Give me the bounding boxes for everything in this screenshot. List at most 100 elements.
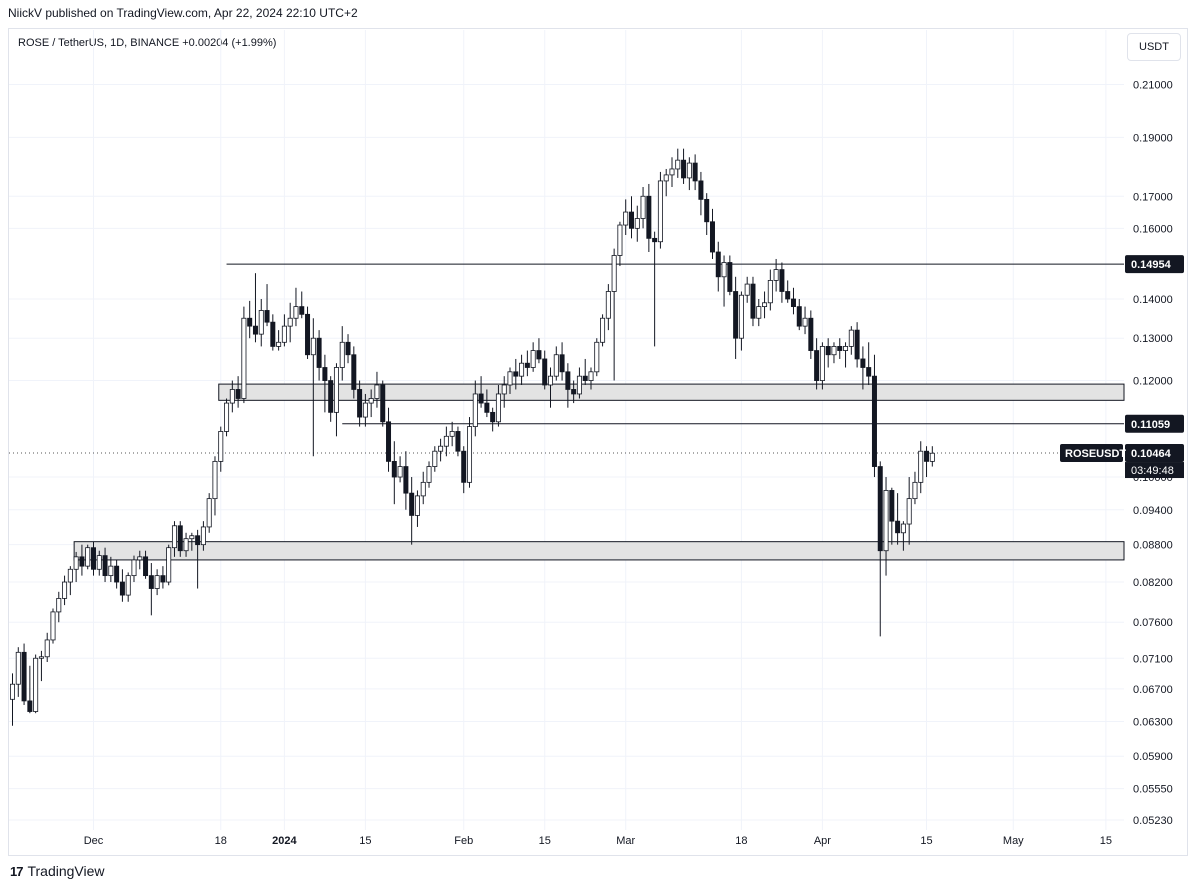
candle-body (727, 262, 733, 292)
candle-body (241, 317, 247, 399)
candle-body (15, 651, 21, 685)
candle-body (119, 581, 125, 596)
candle-body (652, 237, 658, 243)
candle-body (548, 375, 554, 386)
candle-body (154, 575, 160, 589)
publisher-caption: NiickV published on TradingView.com, Apr… (8, 6, 358, 20)
candle-body (316, 337, 322, 368)
candle-body (767, 280, 773, 304)
y-tick-label: 0.05900 (1133, 751, 1173, 763)
price-label-box (1125, 444, 1184, 463)
candle-body (50, 611, 56, 641)
candle-body (681, 159, 687, 179)
y-tick-label: 0.05550 (1133, 784, 1173, 796)
x-tick-label: Feb (454, 835, 473, 847)
candle-body (38, 656, 44, 659)
candle-body (895, 520, 901, 534)
candle-body (299, 306, 305, 315)
candle-body (386, 421, 392, 462)
candle-body (85, 547, 91, 567)
candle-body (605, 291, 611, 319)
candle-body (131, 559, 137, 577)
candle-body (414, 495, 420, 516)
candle-body (704, 198, 710, 223)
x-tick-label: 18 (215, 835, 227, 847)
candle-body (738, 294, 744, 339)
candle-body (62, 581, 68, 599)
candle-body (368, 398, 374, 404)
candle-body (333, 367, 339, 413)
candle-body (854, 329, 860, 360)
candle-body (750, 283, 756, 319)
x-tick-label: 15 (359, 835, 371, 847)
y-tick-label: 0.06300 (1133, 717, 1173, 729)
candle-body (640, 195, 646, 219)
candle-body (345, 341, 351, 356)
candle-body (912, 481, 918, 500)
support-resistance-zones (73, 383, 1125, 561)
candle-body (542, 358, 548, 386)
candle-body (785, 291, 791, 300)
y-tick-label: 0.12000 (1133, 376, 1173, 388)
candle-body (669, 168, 675, 176)
candle-body (160, 575, 166, 583)
candle-body (889, 490, 895, 522)
candle-body (293, 306, 299, 319)
candle-body (114, 565, 120, 583)
candle-body (79, 556, 85, 567)
candle-body (351, 354, 357, 390)
candle-body (576, 375, 582, 395)
candles (9, 148, 935, 726)
candle-body (252, 325, 258, 335)
candle-body (808, 317, 814, 351)
candle-body (918, 450, 924, 483)
x-tick-label: 2024 (272, 835, 297, 847)
candle-body (362, 402, 368, 418)
candle-body (721, 262, 727, 278)
y-tick-label: 0.08200 (1133, 577, 1173, 589)
candle-body (559, 354, 565, 373)
brand-name: TradingView (27, 863, 105, 879)
candle-body (229, 389, 235, 404)
y-tick-label: 0.16000 (1133, 223, 1173, 235)
candle-body (137, 556, 143, 561)
price-axis[interactable]: 0.21000 0.19000 0.17000 0.16000 0.14000 0.130… (1133, 79, 1173, 827)
candle-body (634, 218, 640, 229)
candle-body (200, 526, 206, 546)
x-tick-label: May (1003, 835, 1024, 847)
candle-body (536, 350, 542, 360)
candle-body (530, 350, 536, 368)
candle-body (195, 535, 201, 546)
price-label-box (1125, 414, 1184, 433)
symbol-tag-box (1060, 444, 1123, 463)
candle-body (877, 466, 883, 552)
candle-body (125, 575, 131, 596)
currency-button[interactable]: USDT (1127, 33, 1181, 61)
x-tick-label: Mar (616, 835, 635, 847)
time-axis[interactable]: Dec 18 2024 15 Feb 15 Mar 18 Apr 15 May 15 (84, 835, 1112, 847)
candle-body (380, 384, 386, 423)
candle-body (461, 450, 467, 483)
candle-body (814, 350, 820, 381)
candle-body (501, 384, 507, 395)
candle-body (455, 431, 461, 452)
candle-body (924, 450, 930, 462)
candle-body (773, 269, 779, 281)
symbol-legend[interactable]: ROSE / TetherUS, 1D, BINANCE +0.00204 (+… (18, 37, 277, 49)
candle-body (218, 431, 224, 462)
y-tick-label: 0.05230 (1133, 815, 1173, 827)
candle-body (663, 174, 669, 182)
candle-body (866, 367, 872, 377)
candle-body (860, 358, 866, 368)
candle-body (675, 159, 681, 170)
candle-body (183, 538, 189, 552)
candle-body (623, 211, 629, 226)
candle-body (339, 341, 345, 368)
y-tick-label: 0.07100 (1133, 653, 1173, 665)
candle-body (96, 555, 102, 570)
candle-body (600, 317, 606, 343)
y-tick-label: 0.08800 (1133, 540, 1173, 552)
candle-body (848, 329, 854, 347)
candle-body (484, 402, 490, 413)
